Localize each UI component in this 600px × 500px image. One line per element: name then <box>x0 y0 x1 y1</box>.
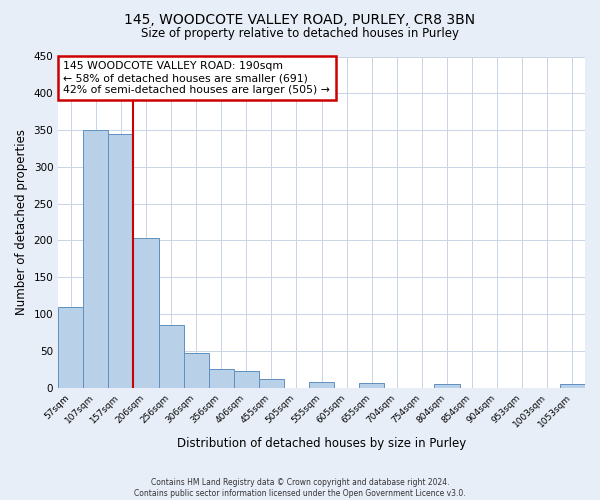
Text: 145 WOODCOTE VALLEY ROAD: 190sqm
← 58% of detached houses are smaller (691)
42% : 145 WOODCOTE VALLEY ROAD: 190sqm ← 58% o… <box>64 62 331 94</box>
Bar <box>234 372 259 388</box>
Bar <box>560 384 585 388</box>
Bar <box>309 382 334 388</box>
Bar <box>209 370 234 388</box>
Bar <box>158 325 184 388</box>
Bar <box>58 306 83 388</box>
Y-axis label: Number of detached properties: Number of detached properties <box>15 129 28 315</box>
Bar <box>83 130 109 388</box>
Text: Size of property relative to detached houses in Purley: Size of property relative to detached ho… <box>141 28 459 40</box>
Bar <box>184 353 209 388</box>
Text: 145, WOODCOTE VALLEY ROAD, PURLEY, CR8 3BN: 145, WOODCOTE VALLEY ROAD, PURLEY, CR8 3… <box>124 12 476 26</box>
X-axis label: Distribution of detached houses by size in Purley: Distribution of detached houses by size … <box>177 437 466 450</box>
Bar <box>259 379 284 388</box>
Text: Contains HM Land Registry data © Crown copyright and database right 2024.
Contai: Contains HM Land Registry data © Crown c… <box>134 478 466 498</box>
Bar <box>109 134 133 388</box>
Bar <box>133 238 158 388</box>
Bar <box>359 382 385 388</box>
Bar <box>434 384 460 388</box>
